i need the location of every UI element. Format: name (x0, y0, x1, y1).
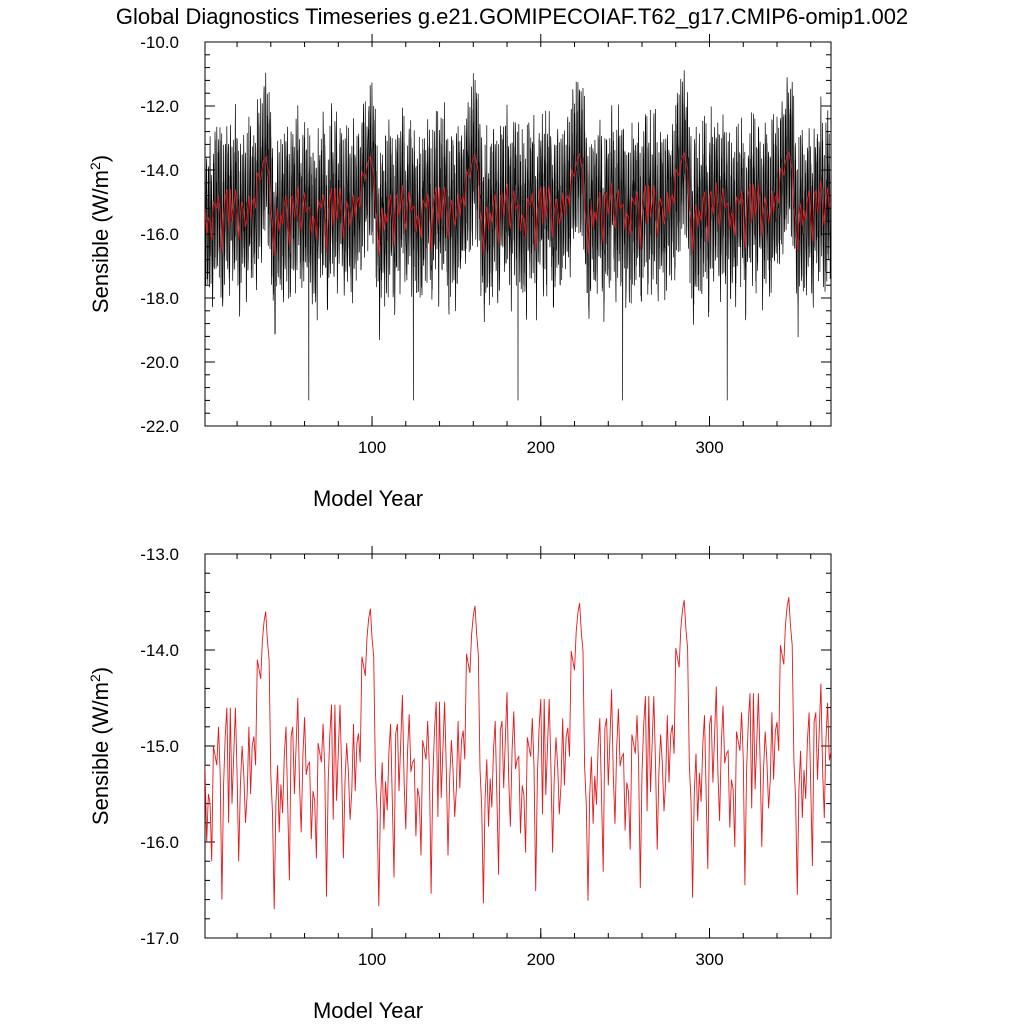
x-tick-label: 300 (695, 438, 723, 457)
x-tick-label: 300 (695, 950, 723, 969)
y-tick-label: -14.0 (140, 161, 179, 180)
x-axis-title: Model Year (313, 998, 423, 1023)
x-tick-label: 200 (527, 438, 555, 457)
top-panel-monthly-and-annual-timeseries: -22.0 -20.0 -18.0 -16.0 -14.0 -12.0 -10.0 100 20… (87, 33, 832, 511)
x-tick-label: 200 (527, 950, 555, 969)
x-tick-label: 100 (358, 950, 386, 969)
y-tick-label: -14.0 (140, 641, 179, 660)
monthly-series-line (205, 70, 831, 401)
y-tick-label: -13.0 (140, 545, 179, 564)
y-axis-title: Sensible (W/m2) (87, 155, 113, 313)
y-tick-label: -22.0 (140, 417, 179, 436)
y-tick-label: -16.0 (140, 833, 179, 852)
x-axis-title: Model Year (313, 486, 423, 511)
y-tick-label: -10.0 (140, 33, 179, 52)
figure-title: Global Diagnostics Timeseries g.e21.GOMI… (115, 4, 909, 29)
annual-series-line-overlay (205, 151, 831, 257)
y-tick-label: -18.0 (140, 289, 179, 308)
y-tick-label: -15.0 (140, 737, 179, 756)
annual-series-line (205, 597, 831, 910)
bottom-panel-annual-timeseries: -17.0 -16.0 -15.0 -14.0 -13.0 100 200 300 Model … (87, 545, 832, 1023)
y-tick-label: -17.0 (140, 929, 179, 948)
y-tick-label: -20.0 (140, 353, 179, 372)
y-axis-title: Sensible (W/m2) (87, 667, 113, 825)
y-tick-label: -12.0 (140, 97, 179, 116)
y-tick-label: -16.0 (140, 225, 179, 244)
x-tick-label: 100 (358, 438, 386, 457)
